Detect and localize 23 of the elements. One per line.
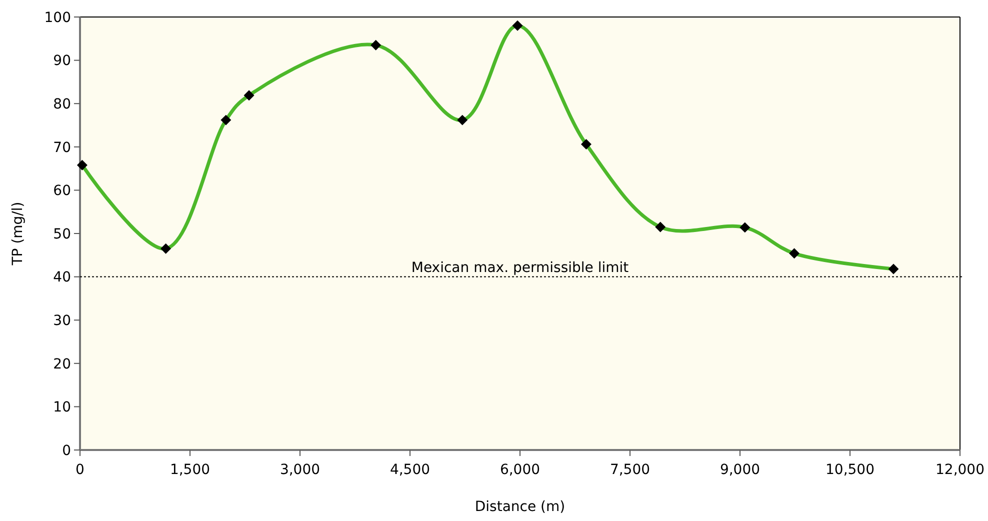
x-tick-label: 1,500: [170, 462, 210, 478]
y-tick-label: 90: [53, 53, 71, 70]
x-tick-label: 7,500: [610, 462, 650, 478]
y-tick-label: 30: [53, 313, 71, 329]
x-tick-label: 0: [76, 462, 84, 478]
y-tick-label: 80: [53, 96, 71, 112]
y-tick-label: 60: [53, 183, 71, 200]
x-tick-label: 3,000: [280, 462, 320, 478]
x-tick-label: 4,500: [390, 462, 430, 478]
y-axis-title: TP (mg/l): [10, 202, 26, 266]
x-tick-label: 10,500: [826, 462, 874, 478]
y-tick-label: 0: [62, 442, 71, 459]
y-tick-label: 40: [53, 270, 71, 286]
y-tick-label: 50: [53, 226, 71, 242]
x-tick-label: 9,000: [720, 462, 760, 478]
y-tick-label: 70: [53, 140, 71, 156]
x-tick-label: 6,000: [500, 462, 540, 478]
y-tick-label: 20: [53, 356, 71, 372]
ref-line-label: Mexican max. permissible limit: [411, 260, 630, 276]
x-axis-title: Distance (m): [474, 499, 566, 515]
x-tick-label: 12,000: [936, 462, 984, 478]
y-tick-label: 100: [44, 10, 71, 26]
y-tick-label: 10: [53, 400, 71, 416]
